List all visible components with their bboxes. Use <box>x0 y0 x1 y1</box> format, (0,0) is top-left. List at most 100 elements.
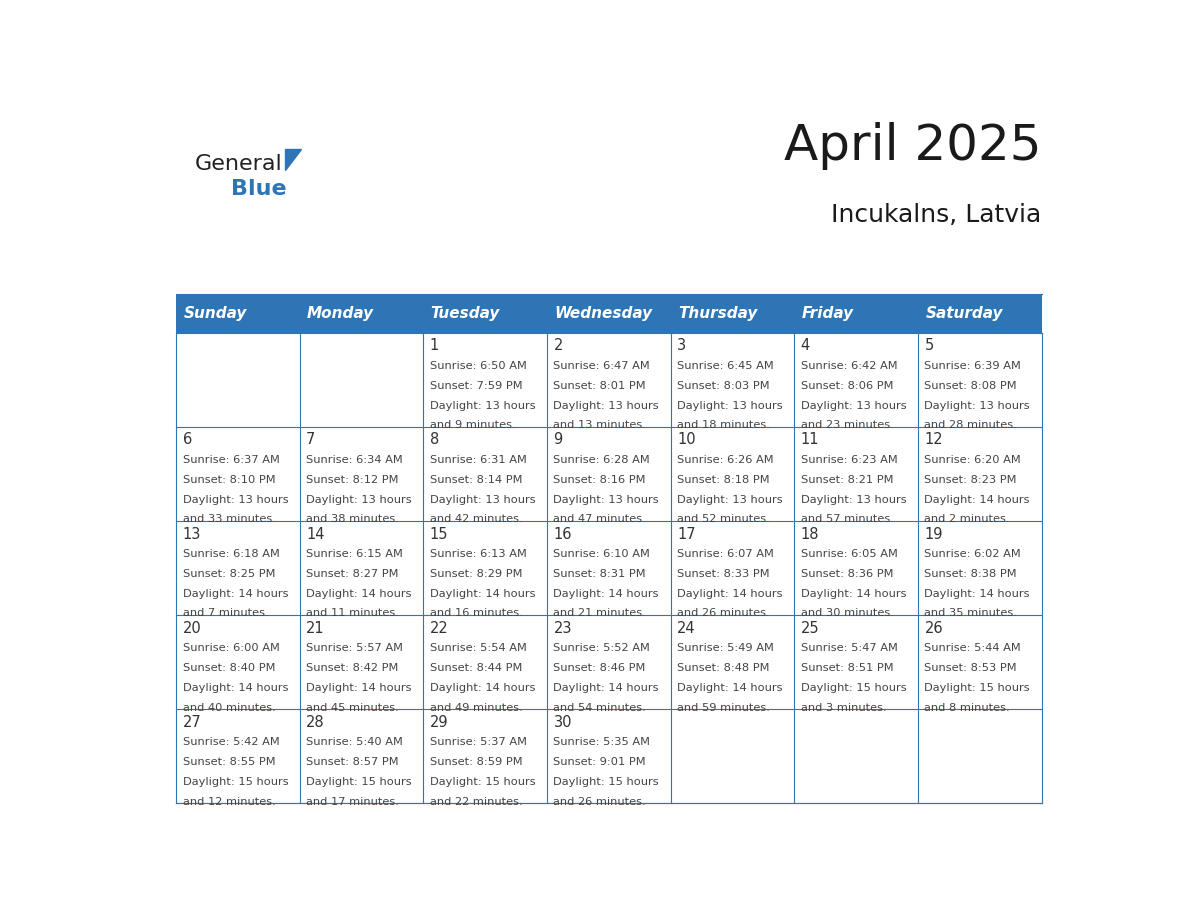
Text: Sunset: 8:36 PM: Sunset: 8:36 PM <box>801 569 893 579</box>
Text: Daylight: 13 hours: Daylight: 13 hours <box>430 400 536 410</box>
Text: April 2025: April 2025 <box>784 122 1042 170</box>
Bar <box>546 294 671 333</box>
Bar <box>546 333 671 427</box>
Text: Sunset: 8:01 PM: Sunset: 8:01 PM <box>554 381 646 391</box>
Text: Sunrise: 5:54 AM: Sunrise: 5:54 AM <box>430 644 526 653</box>
Text: 27: 27 <box>183 714 201 730</box>
Text: Sunset: 8:42 PM: Sunset: 8:42 PM <box>307 663 399 673</box>
Bar <box>176 294 299 333</box>
Text: 23: 23 <box>554 621 571 635</box>
Text: Sunrise: 6:42 AM: Sunrise: 6:42 AM <box>801 361 897 371</box>
Text: Sunset: 8:27 PM: Sunset: 8:27 PM <box>307 569 399 579</box>
Text: and 12 minutes.: and 12 minutes. <box>183 797 276 807</box>
Bar <box>795 294 918 333</box>
Text: and 21 minutes.: and 21 minutes. <box>554 609 646 619</box>
Text: 8: 8 <box>430 432 440 447</box>
Bar <box>795 615 918 709</box>
Polygon shape <box>285 149 302 170</box>
Text: 18: 18 <box>801 527 820 542</box>
Text: Sunrise: 5:40 AM: Sunrise: 5:40 AM <box>307 737 403 747</box>
Bar <box>299 294 423 333</box>
Text: and 52 minutes.: and 52 minutes. <box>677 514 770 524</box>
Text: Sunday: Sunday <box>183 306 247 321</box>
Text: Sunset: 8:53 PM: Sunset: 8:53 PM <box>924 663 1017 673</box>
Text: and 8 minutes.: and 8 minutes. <box>924 702 1010 712</box>
Text: Sunrise: 6:31 AM: Sunrise: 6:31 AM <box>430 455 526 465</box>
Text: Sunrise: 6:20 AM: Sunrise: 6:20 AM <box>924 455 1022 465</box>
Bar <box>546 709 671 803</box>
Bar <box>299 615 423 709</box>
Bar <box>671 294 795 333</box>
Text: 13: 13 <box>183 527 201 542</box>
Text: 19: 19 <box>924 527 943 542</box>
Text: Sunrise: 6:10 AM: Sunrise: 6:10 AM <box>554 549 650 559</box>
Text: and 7 minutes.: and 7 minutes. <box>183 609 268 619</box>
Text: Daylight: 13 hours: Daylight: 13 hours <box>677 400 783 410</box>
Text: and 3 minutes.: and 3 minutes. <box>801 702 886 712</box>
Bar <box>423 333 546 427</box>
Text: Monday: Monday <box>308 306 374 321</box>
Text: 22: 22 <box>430 621 449 635</box>
Text: and 17 minutes.: and 17 minutes. <box>307 797 399 807</box>
Text: Sunset: 8:46 PM: Sunset: 8:46 PM <box>554 663 646 673</box>
Text: General: General <box>195 154 283 174</box>
Text: Sunset: 8:33 PM: Sunset: 8:33 PM <box>677 569 770 579</box>
Text: Sunset: 8:57 PM: Sunset: 8:57 PM <box>307 757 399 767</box>
Text: Sunrise: 5:49 AM: Sunrise: 5:49 AM <box>677 644 775 653</box>
Text: Sunrise: 5:57 AM: Sunrise: 5:57 AM <box>307 644 403 653</box>
Text: and 11 minutes.: and 11 minutes. <box>307 609 399 619</box>
Bar <box>423 427 546 521</box>
Text: 9: 9 <box>554 432 563 447</box>
Text: and 47 minutes.: and 47 minutes. <box>554 514 646 524</box>
Text: Sunrise: 6:07 AM: Sunrise: 6:07 AM <box>677 549 775 559</box>
Text: and 22 minutes.: and 22 minutes. <box>430 797 523 807</box>
Text: 5: 5 <box>924 339 934 353</box>
Text: Sunset: 9:01 PM: Sunset: 9:01 PM <box>554 757 646 767</box>
Text: Daylight: 14 hours: Daylight: 14 hours <box>183 588 287 599</box>
Text: Sunset: 8:48 PM: Sunset: 8:48 PM <box>677 663 770 673</box>
Text: Sunrise: 6:15 AM: Sunrise: 6:15 AM <box>307 549 403 559</box>
Text: 26: 26 <box>924 621 943 635</box>
Text: 10: 10 <box>677 432 696 447</box>
Text: 16: 16 <box>554 527 571 542</box>
Text: Daylight: 13 hours: Daylight: 13 hours <box>677 495 783 505</box>
Text: 14: 14 <box>307 527 324 542</box>
Text: Sunset: 8:08 PM: Sunset: 8:08 PM <box>924 381 1017 391</box>
Text: 30: 30 <box>554 714 571 730</box>
Text: and 49 minutes.: and 49 minutes. <box>430 702 523 712</box>
Text: Sunset: 8:38 PM: Sunset: 8:38 PM <box>924 569 1017 579</box>
Text: Tuesday: Tuesday <box>431 306 500 321</box>
Text: Sunrise: 6:50 AM: Sunrise: 6:50 AM <box>430 361 526 371</box>
Text: Sunrise: 6:37 AM: Sunrise: 6:37 AM <box>183 455 279 465</box>
Text: 7: 7 <box>307 432 316 447</box>
Text: 21: 21 <box>307 621 324 635</box>
Text: Friday: Friday <box>802 306 854 321</box>
Text: Saturday: Saturday <box>925 306 1003 321</box>
Text: Sunset: 8:51 PM: Sunset: 8:51 PM <box>801 663 893 673</box>
Text: Sunset: 8:44 PM: Sunset: 8:44 PM <box>430 663 523 673</box>
Text: Sunset: 8:18 PM: Sunset: 8:18 PM <box>677 475 770 485</box>
Text: and 38 minutes.: and 38 minutes. <box>307 514 399 524</box>
Text: Sunrise: 5:44 AM: Sunrise: 5:44 AM <box>924 644 1022 653</box>
Text: and 9 minutes.: and 9 minutes. <box>430 420 516 431</box>
Bar <box>546 521 671 615</box>
Text: Sunset: 8:25 PM: Sunset: 8:25 PM <box>183 569 276 579</box>
Text: Sunset: 8:16 PM: Sunset: 8:16 PM <box>554 475 646 485</box>
Bar <box>671 615 795 709</box>
Text: Daylight: 14 hours: Daylight: 14 hours <box>924 588 1030 599</box>
Text: Sunrise: 6:47 AM: Sunrise: 6:47 AM <box>554 361 650 371</box>
Text: Incukalns, Latvia: Incukalns, Latvia <box>832 203 1042 227</box>
Text: Sunrise: 5:47 AM: Sunrise: 5:47 AM <box>801 644 898 653</box>
Text: and 57 minutes.: and 57 minutes. <box>801 514 893 524</box>
Text: Daylight: 15 hours: Daylight: 15 hours <box>307 777 412 787</box>
Text: Sunrise: 6:39 AM: Sunrise: 6:39 AM <box>924 361 1022 371</box>
Text: 29: 29 <box>430 714 448 730</box>
Bar <box>176 427 299 521</box>
Text: 6: 6 <box>183 432 191 447</box>
Text: 3: 3 <box>677 339 687 353</box>
Bar <box>918 333 1042 427</box>
Text: and 40 minutes.: and 40 minutes. <box>183 702 276 712</box>
Text: Daylight: 14 hours: Daylight: 14 hours <box>677 588 783 599</box>
Text: Wednesday: Wednesday <box>555 306 652 321</box>
Text: and 54 minutes.: and 54 minutes. <box>554 702 646 712</box>
